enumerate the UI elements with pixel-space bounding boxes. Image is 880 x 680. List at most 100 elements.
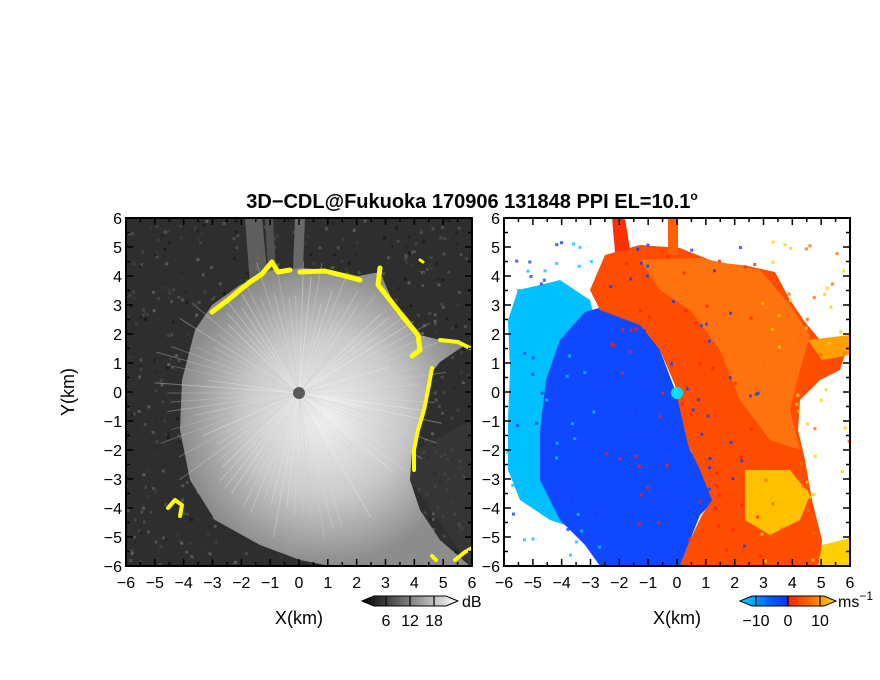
x-tick-label: 4	[788, 575, 797, 592]
x-tick-label: −2	[232, 575, 250, 592]
clutter-speck	[432, 527, 436, 531]
clutter-speck	[332, 252, 336, 256]
reflectivity-axis-ticks: −6 −5 −4 −3 −2 −1 0 1 2 3 4 5 6 6 5 4 3 2 1 0 −1 −2 −3 −4 −5 −6	[104, 211, 477, 592]
clutter-speck	[245, 279, 249, 283]
clutter-speck	[244, 552, 248, 556]
clutter-speck	[147, 494, 151, 498]
clutter-speck	[461, 380, 465, 384]
clutter-speck	[155, 233, 159, 237]
clutter-speck	[396, 239, 400, 243]
clutter-speck	[234, 219, 238, 223]
velocity-speck	[769, 533, 773, 537]
velocity-top-spike	[612, 218, 630, 252]
velocity-speck	[592, 410, 596, 414]
clutter-speck	[292, 266, 296, 270]
velocity-speck	[827, 341, 831, 345]
clutter-speck	[197, 300, 201, 304]
velocity-speck	[621, 328, 625, 332]
x-tick-label: 6	[846, 575, 855, 592]
clutter-speck	[127, 314, 131, 318]
clutter-speck	[276, 263, 280, 267]
velocity-speck	[523, 538, 527, 542]
clutter-speck	[455, 231, 459, 235]
velocity-speck	[573, 437, 577, 441]
clutter-speck	[135, 299, 139, 303]
clutter-speck	[291, 230, 295, 234]
velocity-speck	[706, 414, 710, 418]
clutter-speck	[407, 251, 411, 255]
velocity-speck	[680, 402, 684, 406]
velocity-speck	[839, 330, 843, 334]
clutter-speck	[149, 510, 153, 514]
velocity-speck	[793, 369, 797, 373]
clutter-speck	[209, 265, 213, 269]
clutter-speck	[155, 255, 159, 259]
velocity-speck	[731, 528, 735, 532]
clutter-speck	[139, 560, 143, 564]
clutter-speck	[414, 242, 418, 246]
clutter-speck	[142, 473, 146, 477]
clutter-speck	[395, 226, 399, 230]
velocity-speck	[825, 286, 829, 290]
velocity-speck	[516, 322, 520, 326]
x-tick-label: −5	[146, 575, 164, 592]
clutter-speck	[405, 244, 409, 248]
velocity-speck	[645, 274, 649, 278]
radial-streak	[298, 316, 390, 394]
velocity-speck	[696, 398, 700, 402]
clutter-speck	[135, 321, 139, 325]
y-tick-label: 5	[491, 240, 500, 257]
velocity-speck	[542, 278, 546, 282]
velocity-speck	[647, 315, 651, 319]
clutter-speck	[143, 423, 147, 427]
clutter-speck	[140, 263, 144, 267]
clutter-speck	[409, 251, 413, 255]
radial-streak	[298, 392, 348, 493]
velocity-speck	[646, 486, 650, 490]
velocity-speck	[566, 528, 570, 532]
velocity-speck	[729, 311, 733, 315]
clutter-speck	[212, 516, 216, 520]
clutter-speck	[404, 257, 408, 261]
velocity-speck	[641, 382, 645, 386]
velocity-speck	[739, 246, 743, 250]
radial-streak	[217, 392, 300, 445]
clutter-speck	[158, 563, 162, 566]
clutter-speck	[132, 290, 136, 294]
clutter-speck	[444, 218, 448, 222]
saturation-boundary	[166, 258, 472, 562]
clutter-speck	[386, 256, 390, 260]
y-tick-label: 6	[491, 211, 500, 228]
velocity-speck	[543, 269, 547, 273]
velocity-speck	[789, 246, 793, 250]
clutter-speck	[138, 375, 142, 379]
clutter-speck	[133, 518, 137, 522]
clutter-speck	[154, 490, 158, 494]
clutter-speck	[429, 518, 433, 522]
clutter-speck	[146, 313, 150, 317]
radial-streak	[298, 320, 365, 394]
radial-streak	[298, 392, 387, 433]
clutter-speck	[422, 323, 426, 327]
clutter-speck	[174, 482, 178, 486]
radial-streak	[298, 392, 423, 460]
velocity-speck	[555, 456, 559, 460]
colorbar-tick-label: 10	[811, 613, 829, 630]
radial-streak	[260, 297, 300, 394]
clutter-speck	[465, 288, 469, 292]
clutter-speck	[412, 232, 416, 236]
velocity-top-spike	[668, 218, 678, 255]
clutter-speck	[246, 272, 250, 276]
velocity-speck	[770, 327, 774, 331]
velocity-speck	[753, 262, 757, 266]
radial-streak	[250, 392, 300, 514]
clutter-speck	[193, 226, 197, 230]
clutter-speck	[287, 218, 291, 222]
x-tick-label: 0	[295, 575, 304, 592]
clutter-speck	[166, 436, 170, 440]
velocity-speck	[824, 388, 828, 392]
clutter-speck	[151, 290, 155, 294]
velocity-speck	[539, 282, 543, 286]
velocity-speck	[572, 242, 576, 246]
clutter-speck	[183, 291, 187, 295]
